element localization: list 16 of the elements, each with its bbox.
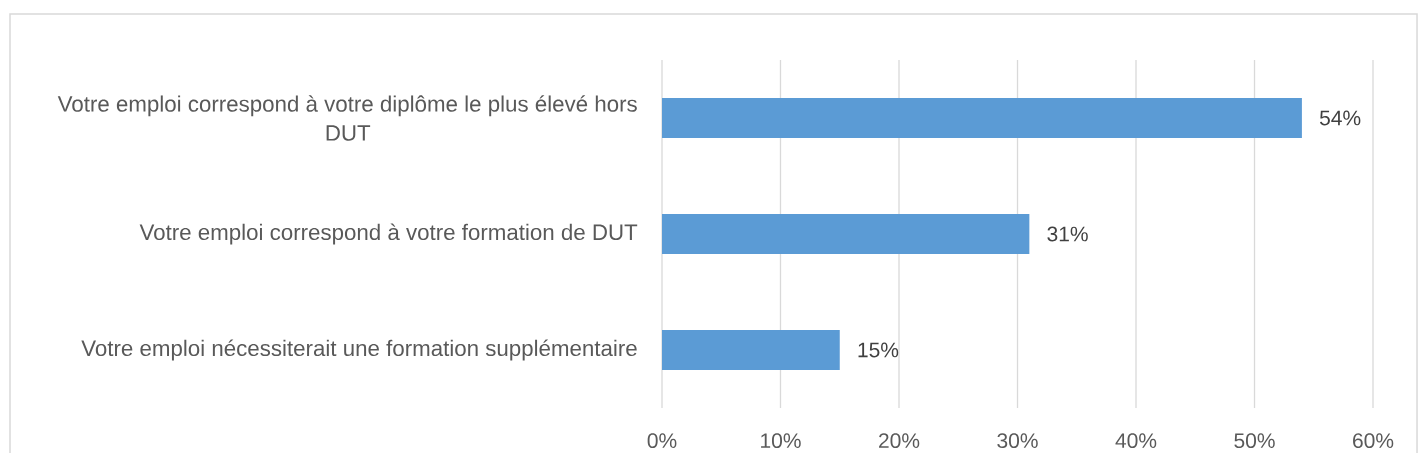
- y-tick-label: Votre emploi correspond à votre formation de DUT: [139, 223, 638, 245]
- bar: [662, 214, 1030, 254]
- x-tick-label: 40%: [1115, 433, 1157, 449]
- data-label: 54%: [1319, 110, 1361, 126]
- x-tick-label: 20%: [879, 433, 920, 449]
- data-label: 15%: [858, 342, 899, 358]
- x-tick-label: 30%: [997, 433, 1038, 449]
- bar: [662, 98, 1302, 138]
- y-tick-label: Votre emploi correspond à votre diplôme le plus élevé hors DUT: [57, 95, 637, 141]
- x-tick-label: 10%: [761, 433, 801, 449]
- x-tick-label: 0%: [647, 433, 677, 449]
- x-tick-label: 50%: [1234, 433, 1275, 449]
- y-tick-label: Votre emploi nécessiterait une formation supplémentaire: [81, 339, 637, 361]
- bar: [662, 330, 840, 370]
- data-label: 31%: [1047, 226, 1088, 242]
- x-tick-label: 60%: [1353, 433, 1394, 449]
